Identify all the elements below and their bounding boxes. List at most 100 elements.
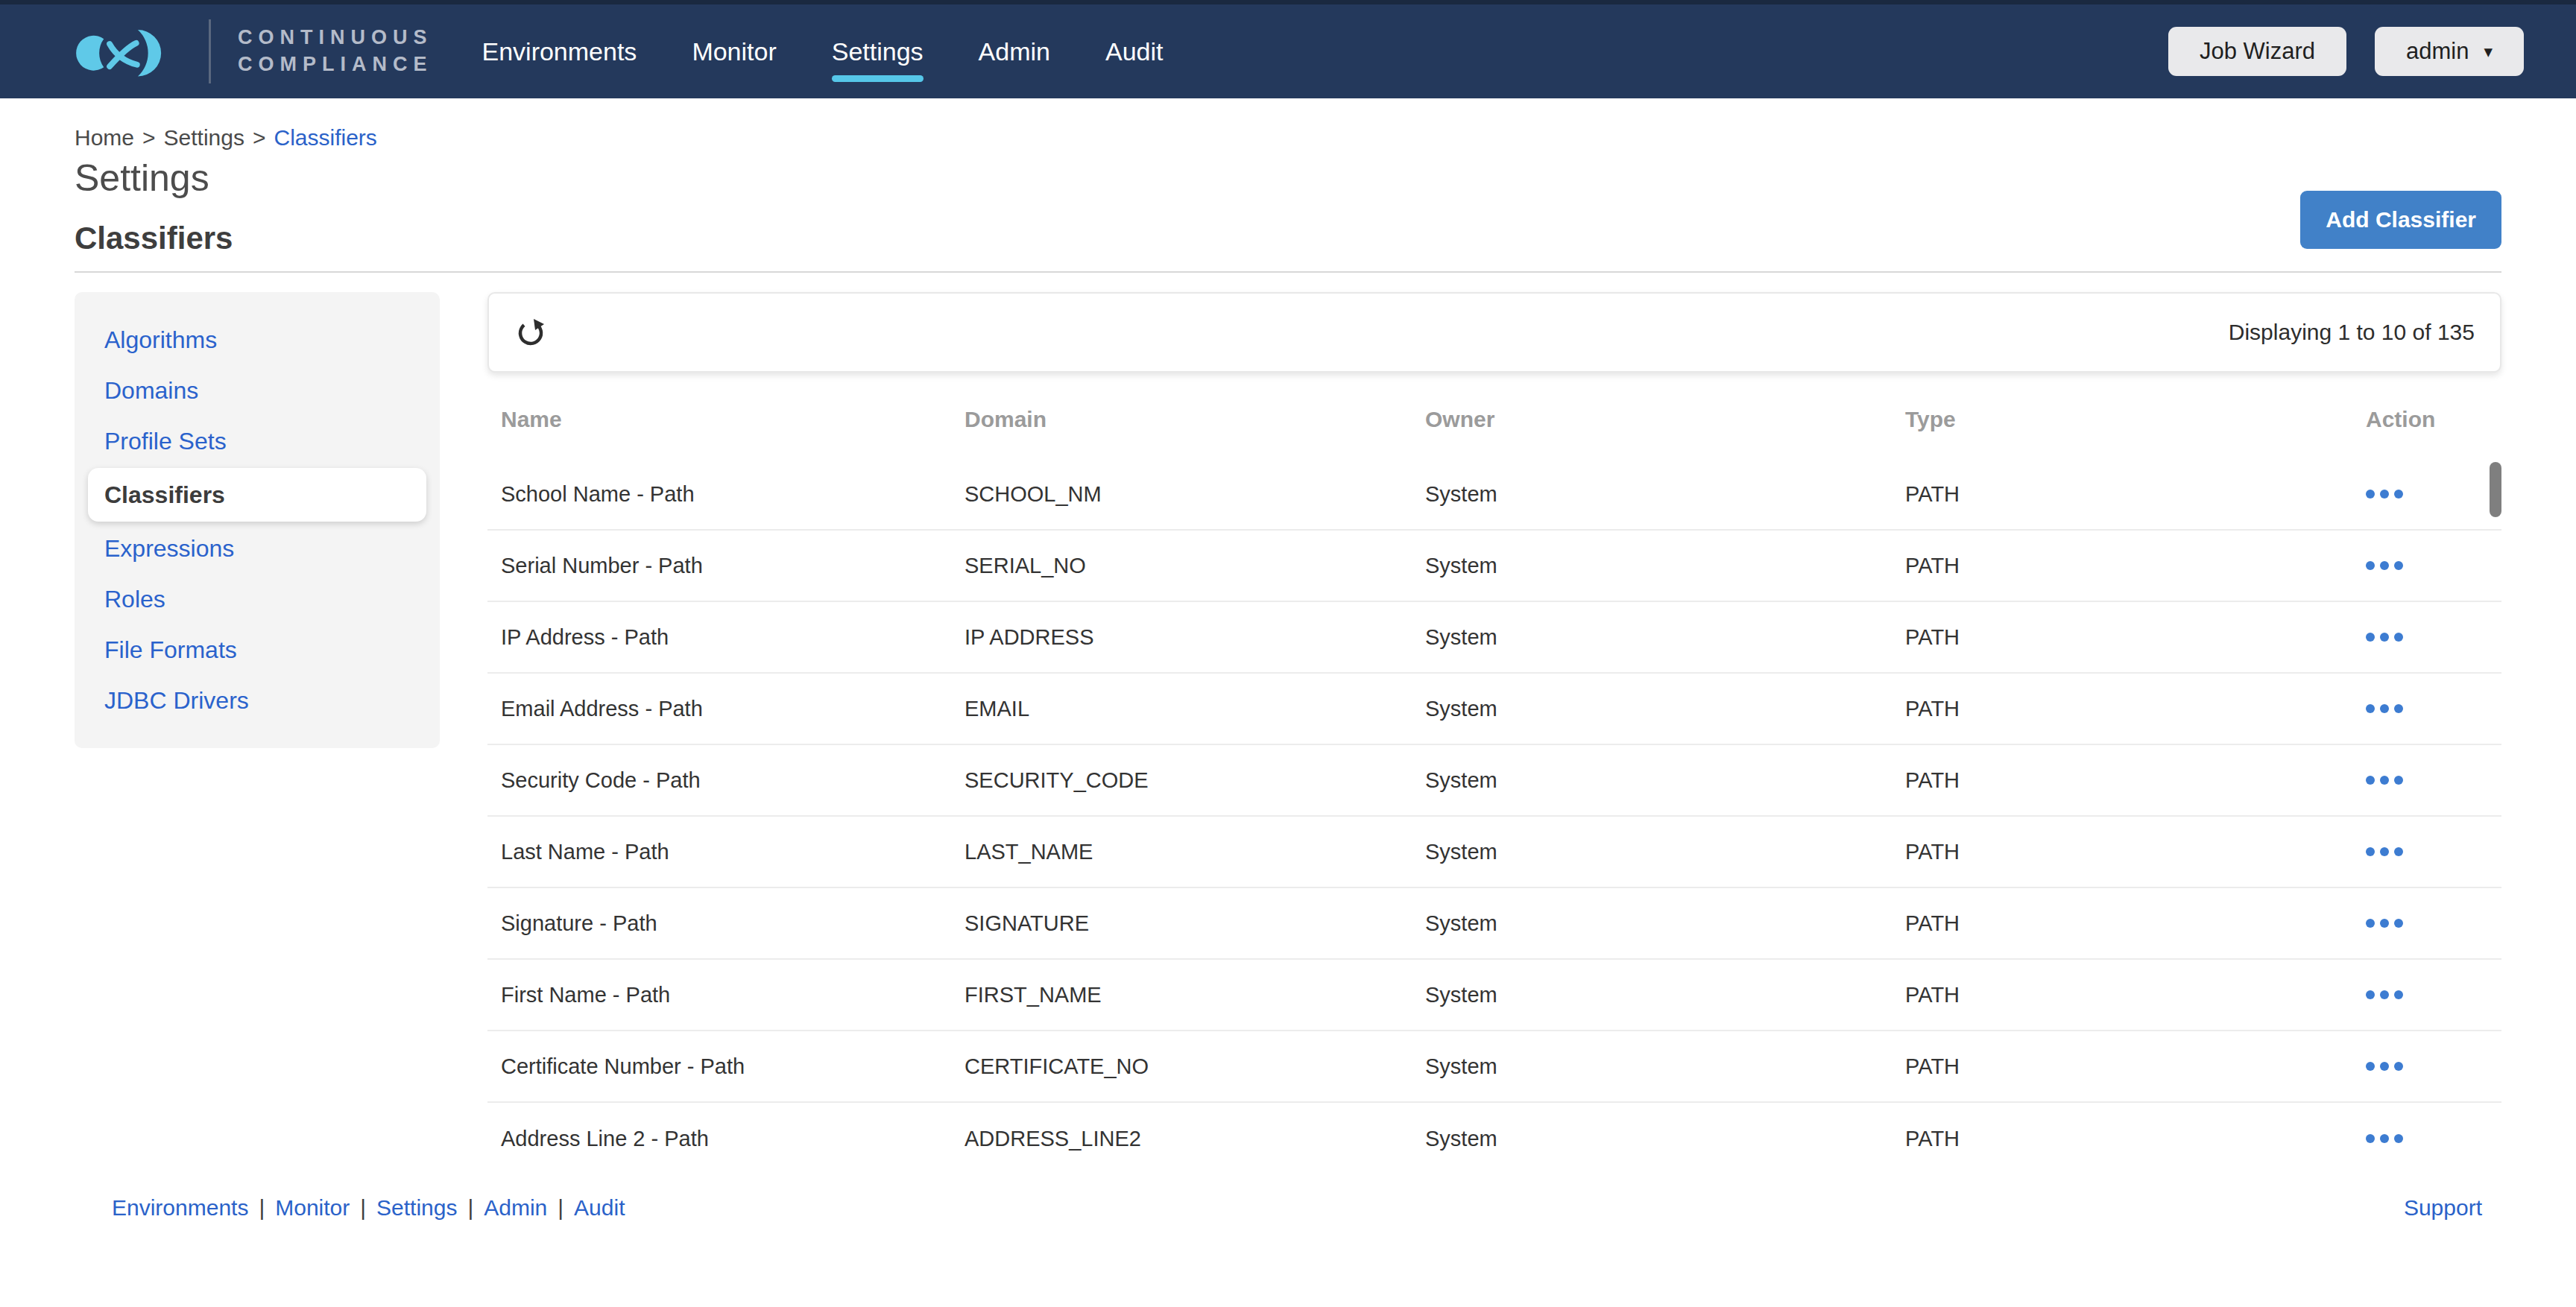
ellipsis-dot-icon xyxy=(2380,490,2389,499)
sidebar-item-domains[interactable]: Domains xyxy=(75,365,440,416)
footer-link-environments[interactable]: Environments xyxy=(112,1195,248,1221)
breadcrumb: Home > Settings > Classifiers xyxy=(75,125,2501,151)
cell-type: PATH xyxy=(1905,1127,2366,1151)
cell-name: First Name - Path xyxy=(501,983,965,1007)
cell-type: PATH xyxy=(1905,983,2366,1007)
brand-logo[interactable]: CONTINUOUS COMPLIANCE xyxy=(66,19,433,83)
cell-domain: CERTIFICATE_NO xyxy=(965,1054,1425,1079)
cell-type: PATH xyxy=(1905,840,2366,864)
cell-name: Certificate Number - Path xyxy=(501,1054,965,1079)
add-classifier-button[interactable]: Add Classifier xyxy=(2300,191,2501,249)
ellipsis-dot-icon xyxy=(2366,1062,2375,1071)
breadcrumb-item-classifiers[interactable]: Classifiers xyxy=(274,125,377,151)
ellipsis-dot-icon xyxy=(2394,1062,2403,1071)
ellipsis-dot-icon xyxy=(2380,1134,2389,1143)
row-actions-button[interactable] xyxy=(2366,838,2418,865)
nav-item-environments[interactable]: Environments xyxy=(482,4,637,98)
sidebar-item-jdbc-drivers[interactable]: JDBC Drivers xyxy=(75,675,440,726)
ellipsis-dot-icon xyxy=(2380,990,2389,999)
ellipsis-dot-icon xyxy=(2380,704,2389,713)
breadcrumb-item-home[interactable]: Home xyxy=(75,125,134,151)
cell-owner: System xyxy=(1425,625,1905,650)
cell-owner: System xyxy=(1425,554,1905,578)
table-body: School Name - PathSCHOOL_NMSystemPATHSer… xyxy=(487,459,2501,1174)
sidebar-item-profile-sets[interactable]: Profile Sets xyxy=(75,416,440,466)
ellipsis-dot-icon xyxy=(2366,704,2375,713)
table-row: IP Address - PathIP ADDRESSSystemPATH xyxy=(487,602,2501,674)
cell-action xyxy=(2366,624,2501,651)
footer-link-audit[interactable]: Audit xyxy=(574,1195,625,1221)
user-menu-button[interactable]: admin ▾ xyxy=(2375,27,2524,76)
sidebar-item-classifiers[interactable]: Classifiers xyxy=(88,468,426,522)
ellipsis-dot-icon xyxy=(2394,990,2403,999)
nav-item-admin[interactable]: Admin xyxy=(979,4,1050,98)
sidebar-item-expressions[interactable]: Expressions xyxy=(75,523,440,574)
cell-name: Email Address - Path xyxy=(501,697,965,721)
breadcrumb-item-settings[interactable]: Settings xyxy=(164,125,244,151)
nav-item-audit[interactable]: Audit xyxy=(1105,4,1164,98)
main-nav: Environments Monitor Settings Admin Audit xyxy=(482,4,1164,98)
cell-action xyxy=(2366,910,2501,937)
brand-wordmark: CONTINUOUS COMPLIANCE xyxy=(238,25,433,77)
footer-link-admin[interactable]: Admin xyxy=(484,1195,547,1221)
cell-domain: IP ADDRESS xyxy=(965,625,1425,650)
cell-domain: SCHOOL_NM xyxy=(965,482,1425,507)
ellipsis-dot-icon xyxy=(2394,704,2403,713)
row-actions-button[interactable] xyxy=(2366,552,2418,579)
footer-link-settings[interactable]: Settings xyxy=(376,1195,457,1221)
cell-action xyxy=(2366,1053,2501,1080)
row-actions-button[interactable] xyxy=(2366,981,2418,1008)
row-actions-button[interactable] xyxy=(2366,767,2418,794)
section-title: Classifiers xyxy=(75,221,2501,256)
page-footer: Environments|Monitor|Settings|Admin|Audi… xyxy=(112,1195,2482,1221)
ellipsis-dot-icon xyxy=(2366,847,2375,856)
cell-name: IP Address - Path xyxy=(501,625,965,650)
support-link[interactable]: Support xyxy=(2404,1195,2482,1221)
cell-action xyxy=(2366,552,2501,579)
infinity-x-logo-icon xyxy=(66,22,182,80)
refresh-icon xyxy=(514,316,547,349)
refresh-button[interactable] xyxy=(514,314,550,350)
cell-type: PATH xyxy=(1905,911,2366,936)
cell-domain: SERIAL_NO xyxy=(965,554,1425,578)
cell-owner: System xyxy=(1425,840,1905,864)
cell-type: PATH xyxy=(1905,768,2366,793)
nav-item-monitor[interactable]: Monitor xyxy=(692,4,776,98)
ellipsis-dot-icon xyxy=(2366,776,2375,785)
footer-link-monitor[interactable]: Monitor xyxy=(275,1195,350,1221)
ellipsis-dot-icon xyxy=(2380,776,2389,785)
breadcrumb-separator: > xyxy=(253,125,266,151)
row-actions-button[interactable] xyxy=(2366,910,2418,937)
table-scrollbar-thumb[interactable] xyxy=(2490,462,2501,517)
table-row: School Name - PathSCHOOL_NMSystemPATH xyxy=(487,459,2501,531)
cell-action xyxy=(2366,695,2501,722)
sidebar-item-file-formats[interactable]: File Formats xyxy=(75,624,440,675)
cell-name: Last Name - Path xyxy=(501,840,965,864)
row-actions-button[interactable] xyxy=(2366,695,2418,722)
brand-line2: COMPLIANCE xyxy=(238,53,433,75)
breadcrumb-separator: > xyxy=(142,125,156,151)
cell-domain: FIRST_NAME xyxy=(965,983,1425,1007)
top-navigation-bar: CONTINUOUS COMPLIANCE Environments Monito… xyxy=(0,0,2576,98)
cell-action xyxy=(2366,838,2501,865)
row-actions-button[interactable] xyxy=(2366,624,2418,651)
ellipsis-dot-icon xyxy=(2394,919,2403,928)
sidebar-item-roles[interactable]: Roles xyxy=(75,574,440,624)
ellipsis-dot-icon xyxy=(2380,919,2389,928)
topbar-right: Job Wizard admin ▾ xyxy=(2168,27,2524,76)
nav-item-settings[interactable]: Settings xyxy=(832,4,924,98)
table-toolbar: Displaying 1 to 10 of 135 xyxy=(487,292,2501,373)
cell-owner: System xyxy=(1425,1127,1905,1151)
caret-down-icon: ▾ xyxy=(2484,43,2493,60)
column-header-type: Type xyxy=(1905,407,2366,432)
ellipsis-dot-icon xyxy=(2380,561,2389,570)
sidebar-item-algorithms[interactable]: Algorithms xyxy=(75,314,440,365)
row-actions-button[interactable] xyxy=(2366,1053,2418,1080)
table-row: First Name - PathFIRST_NAMESystemPATH xyxy=(487,960,2501,1031)
brand-line1: CONTINUOUS xyxy=(238,26,433,48)
cell-type: PATH xyxy=(1905,697,2366,721)
row-actions-button[interactable] xyxy=(2366,481,2418,507)
job-wizard-button[interactable]: Job Wizard xyxy=(2168,27,2346,76)
row-actions-button[interactable] xyxy=(2366,1125,2418,1152)
cell-action xyxy=(2366,767,2501,794)
